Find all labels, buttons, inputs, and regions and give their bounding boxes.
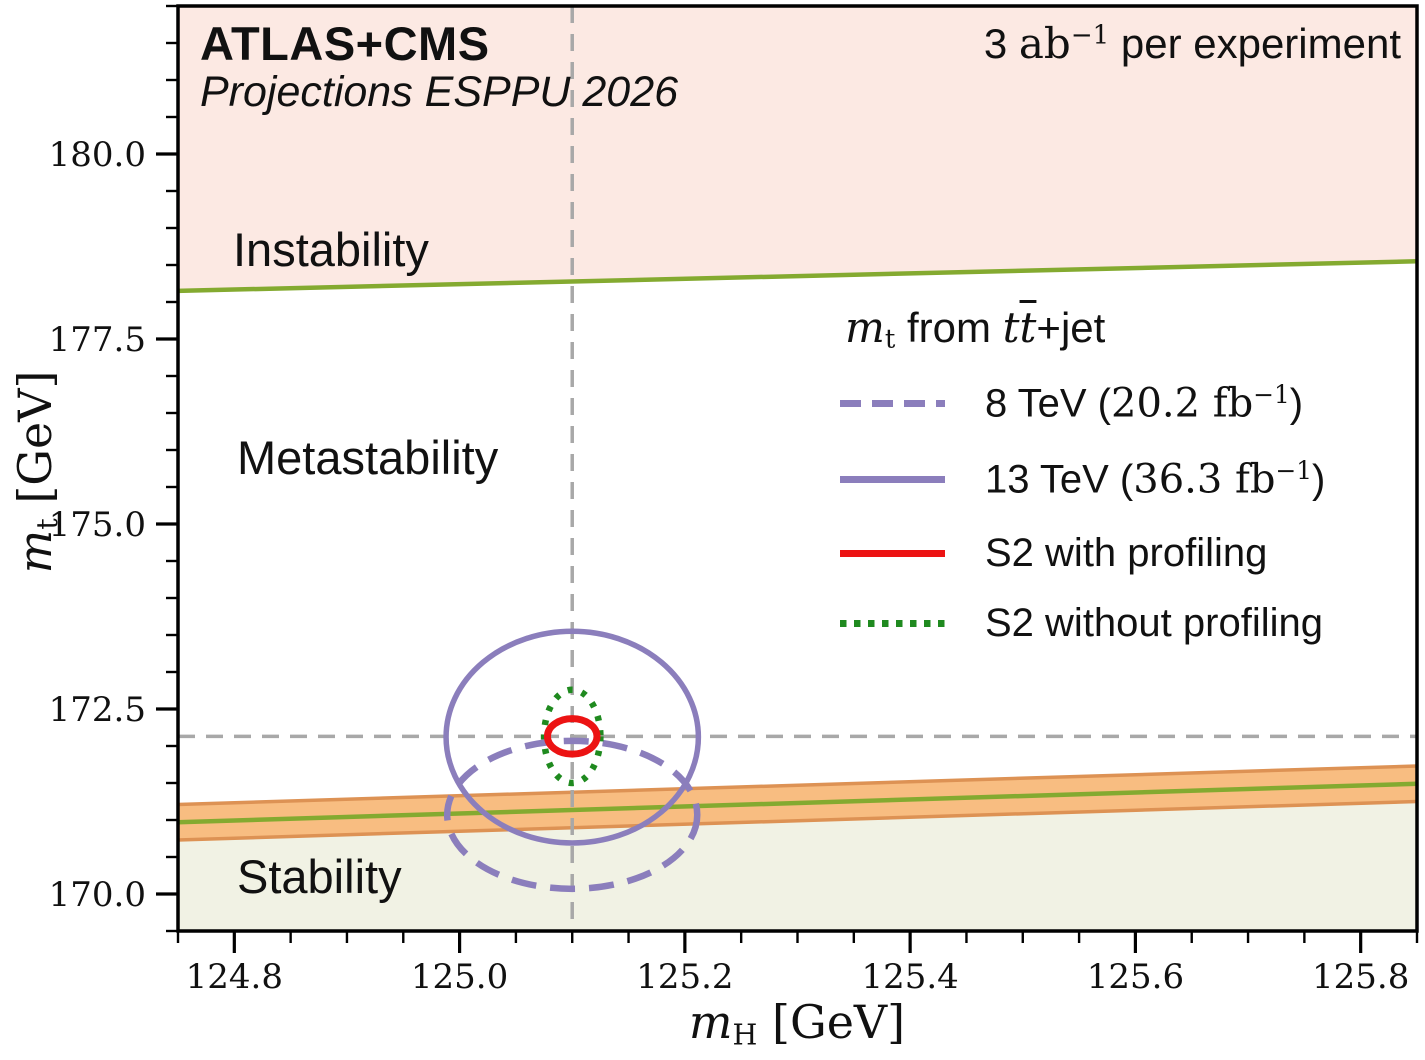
text-part: m — [7, 529, 62, 574]
text-part: m — [845, 303, 885, 352]
legend-label-13tev: 13 TeV (36.3 fb−1) — [985, 456, 1325, 503]
text-part: from — [895, 304, 1003, 351]
legend-entry-13tev: 13 TeV (36.3 fb−1) — [840, 451, 1325, 507]
text-part: +jet — [1036, 304, 1106, 351]
ellipse-13-tev-36-3-fb-1- — [443, 628, 702, 846]
text-part: 36.3 fb — [1133, 456, 1276, 503]
x-axis-label: mH [GeV] — [689, 995, 905, 1051]
luminosity-note: 3 ab−1 per experiment — [984, 19, 1401, 68]
text-part: H — [732, 1018, 758, 1052]
text-part: 13 TeV ( — [985, 457, 1134, 502]
instability-region — [178, 6, 1417, 291]
region-label-metastability: Metastability — [237, 431, 499, 484]
x-tick-label: 125.4 — [861, 957, 958, 997]
legend-entry-s2-with-profiling: S2 with profiling — [840, 525, 1267, 581]
y-tick-label: 170.0 — [49, 875, 146, 915]
text-part: ) — [1289, 381, 1304, 426]
region-label-instability: Instability — [233, 223, 429, 276]
instability-boundary-line — [177, 259, 1418, 294]
legend-label-s2-without-profiling: S2 without profiling — [985, 601, 1323, 646]
legend-label-s2-with-profiling: S2 with profiling — [985, 531, 1267, 576]
text-part: [GeV] — [7, 370, 62, 519]
region-label-stability: Stability — [237, 850, 402, 903]
legend-line-s2-without-profiling-icon — [840, 619, 945, 627]
text-part: −1 — [1253, 379, 1290, 409]
legend-entry-s2-without-profiling: S2 without profiling — [840, 595, 1323, 651]
stability-band-top-edge — [177, 764, 1418, 807]
x-tick-label: 124.8 — [186, 957, 283, 997]
stability-band-bottom-edge — [177, 799, 1418, 842]
projection-subtitle: Projections ESPPU 2026 — [200, 68, 679, 116]
y-tick-label: 180.0 — [49, 135, 146, 175]
text-part: per experiment — [1109, 20, 1401, 67]
text-part: ) — [1312, 457, 1326, 502]
x-tick-label: 125.8 — [1312, 957, 1409, 997]
text-part: 8 TeV ( — [985, 381, 1111, 426]
stability-boundary-line — [177, 781, 1418, 825]
text-part: −1 — [1275, 455, 1312, 485]
text-part: S2 without profiling — [985, 600, 1323, 645]
legend-entry-8tev: 8 TeV (20.2 fb−1) — [840, 375, 1303, 431]
text-part: [GeV] — [757, 995, 906, 1049]
text-part: t — [1019, 303, 1037, 352]
text-part: t — [1002, 303, 1020, 352]
text-part: t — [884, 324, 896, 355]
y-tick-label: 175.0 — [49, 505, 146, 545]
text-part: −1 — [1070, 20, 1110, 51]
ellipse-8-tev-20-2-fb-1- — [443, 737, 701, 893]
legend-line-s2-with-profiling-icon — [840, 549, 945, 557]
legend-line-8tev-icon — [840, 399, 945, 407]
y-tick-label: 172.5 — [49, 690, 146, 730]
legend-line-13tev-icon — [840, 475, 945, 483]
text-part: S2 with profiling — [985, 530, 1268, 575]
x-tick-label: 125.0 — [411, 957, 508, 997]
y-axis-label: mt [GeV] — [8, 371, 64, 574]
text-part: 3 — [983, 20, 1019, 67]
ellipse-s2-with-profiling — [543, 715, 601, 758]
text-part: ab — [1018, 19, 1071, 68]
text-part: t — [31, 518, 65, 530]
x-tick-label: 125.6 — [1087, 957, 1184, 997]
legend-label-8tev: 8 TeV (20.2 fb−1) — [985, 380, 1303, 427]
text-part: m — [688, 995, 733, 1049]
x-tick-label: 125.2 — [636, 957, 733, 997]
experiment-title: ATLAS+CMS — [200, 17, 490, 70]
legend-title: mt from tt+jet — [845, 303, 1105, 355]
text-part: 20.2 fb — [1111, 380, 1254, 427]
y-tick-label: 177.5 — [49, 320, 146, 360]
